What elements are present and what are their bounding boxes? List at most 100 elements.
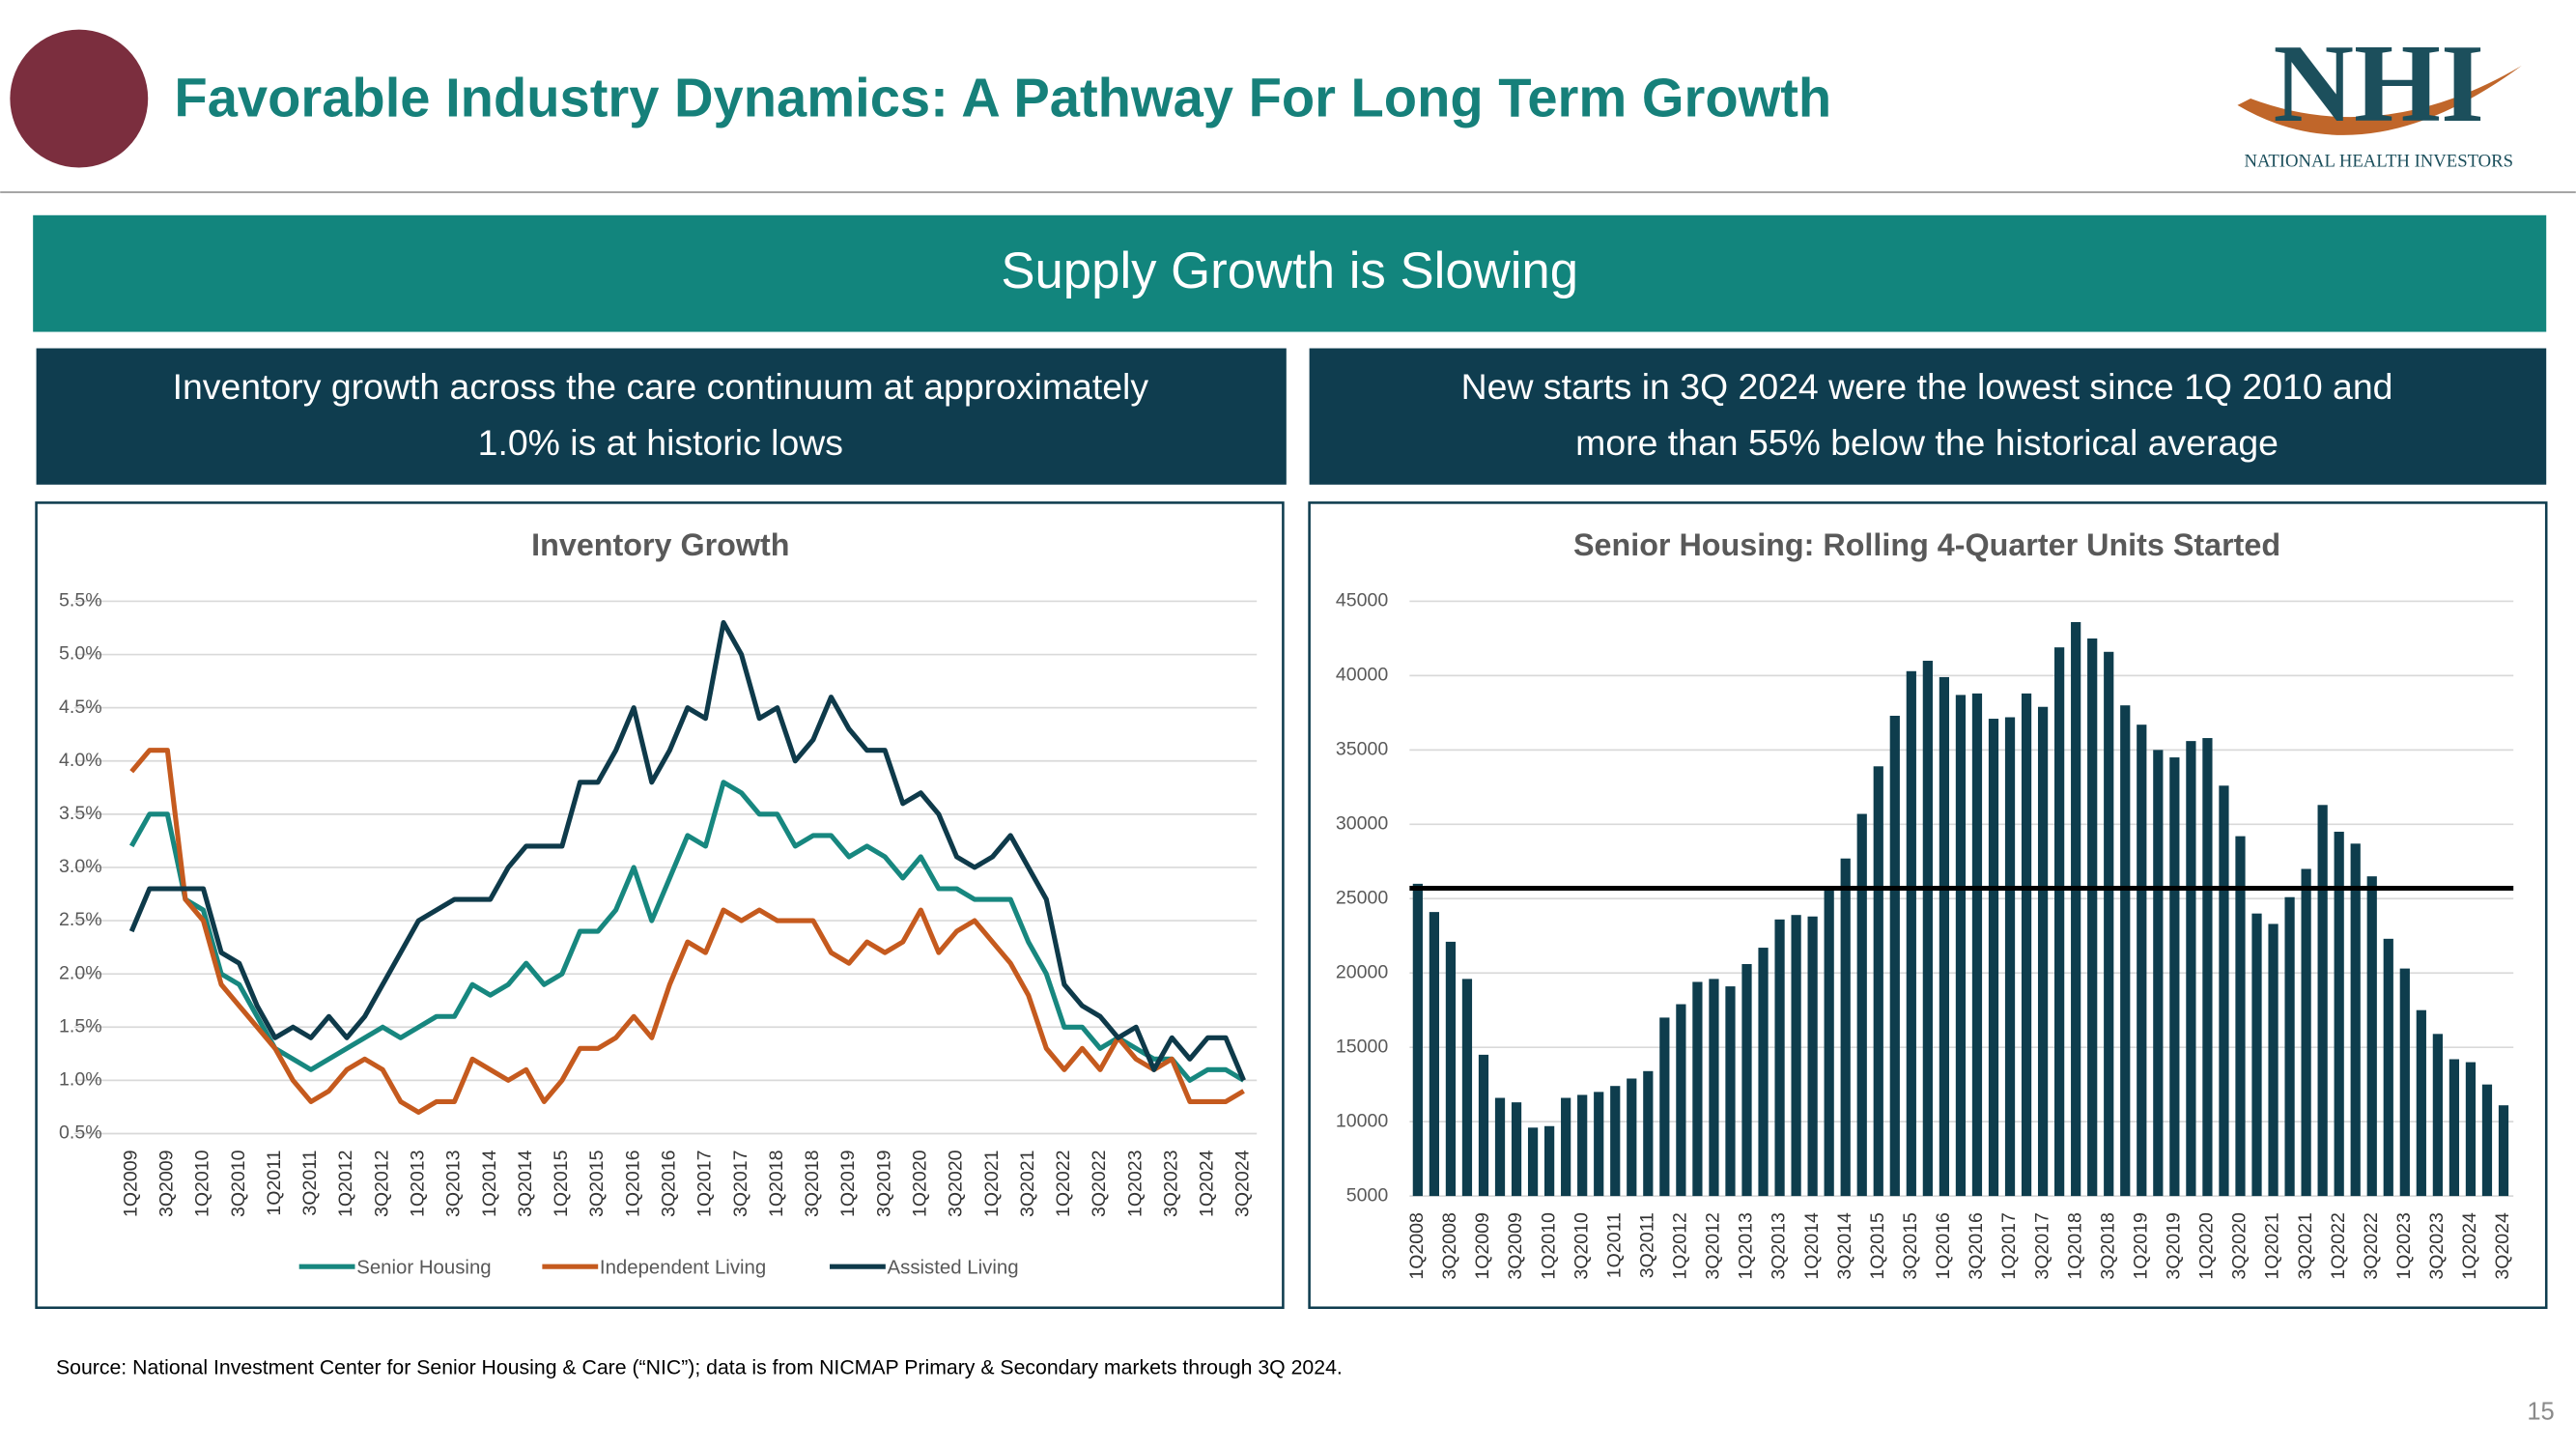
x-tick-label: 3Q2016 [659, 1150, 680, 1217]
page-title: Favorable Industry Dynamics: A Pathway F… [174, 67, 1831, 128]
x-tick-label: 1Q2023 [2393, 1212, 2415, 1280]
bar [2334, 832, 2344, 1197]
x-tick-label: 1Q2015 [551, 1150, 572, 1217]
x-tick-label: 1Q2008 [1406, 1212, 1428, 1280]
x-tick-label: 3Q2019 [873, 1150, 894, 1217]
x-tick-label: 1Q2021 [2262, 1212, 2283, 1280]
bar [2301, 868, 2311, 1197]
y-tick-label: 40000 [1336, 665, 1388, 686]
x-tick-label: 1Q2019 [2130, 1212, 2151, 1280]
x-tick-label: 3Q2012 [1703, 1212, 1724, 1280]
x-tick-label: 3Q2010 [228, 1150, 249, 1217]
bar [2350, 843, 2361, 1197]
chart-frame [35, 501, 1285, 1310]
legend-label: Assisted Living [888, 1257, 1019, 1278]
bar [2465, 1062, 2477, 1197]
logo-mark: NHI [2274, 22, 2484, 146]
bar [1988, 719, 1999, 1197]
bar [2399, 968, 2410, 1197]
x-tick-label: 3Q2020 [946, 1150, 967, 1217]
x-tick-label: 3Q2015 [586, 1150, 608, 1217]
x-tick-label: 1Q2013 [408, 1150, 429, 1217]
bar [1692, 981, 1703, 1197]
bar [1807, 916, 1818, 1197]
y-tick-label: 1.5% [59, 1015, 102, 1037]
bar [2169, 757, 2180, 1197]
bar [1594, 1092, 1604, 1197]
bar [1774, 919, 1785, 1197]
x-tick-label: 1Q2011 [1603, 1212, 1625, 1278]
x-tick-label: 1Q2009 [1472, 1212, 1493, 1280]
panel-heading-text: Inventory growth across the care continu… [173, 366, 1149, 407]
x-tick-label: 1Q2023 [1124, 1150, 1146, 1217]
x-tick-label: 1Q2024 [1197, 1150, 1218, 1217]
chart-frame [1308, 501, 2548, 1310]
bar [1527, 1127, 1539, 1197]
bar [1577, 1094, 1588, 1197]
y-tick-label: 2.5% [59, 909, 102, 930]
bar [1824, 890, 1834, 1197]
x-tick-label: 3Q2023 [1160, 1150, 1181, 1217]
bar [2449, 1059, 2460, 1197]
bar [2104, 651, 2114, 1197]
x-tick-label: 1Q2016 [1933, 1212, 1954, 1280]
bar [1922, 661, 1933, 1197]
bar [2268, 923, 2279, 1197]
x-tick-label: 1Q2009 [120, 1150, 141, 1217]
x-tick-label: 3Q2021 [1017, 1150, 1038, 1217]
x-tick-label: 3Q2011 [299, 1150, 321, 1215]
x-tick-label: 1Q2011 [264, 1150, 285, 1215]
x-tick-label: 1Q2021 [981, 1150, 1003, 1217]
x-tick-label: 3Q2014 [1834, 1212, 1855, 1280]
y-tick-label: 15000 [1336, 1036, 1388, 1057]
bar [1709, 979, 1719, 1197]
bar [1544, 1125, 1555, 1197]
bar [1725, 986, 1736, 1197]
bar [1643, 1070, 1654, 1197]
banner [33, 214, 2547, 332]
panel-heading-text: 1.0% is at historic lows [478, 422, 843, 463]
x-tick-label: 1Q2017 [694, 1150, 716, 1217]
bar [1873, 766, 1883, 1197]
x-tick-label: 1Q2017 [1998, 1212, 2020, 1280]
legend-label: Senior Housing [356, 1257, 491, 1278]
x-tick-label: 3Q2008 [1439, 1212, 1460, 1280]
x-tick-label: 1Q2020 [909, 1150, 930, 1217]
x-tick-label: 1Q2010 [1538, 1212, 1559, 1280]
title-badge [10, 29, 149, 168]
x-tick-label: 1Q2015 [1867, 1212, 1888, 1280]
y-tick-label: 1.0% [59, 1069, 102, 1091]
x-tick-label: 3Q2023 [2426, 1212, 2448, 1280]
bar [1758, 948, 1769, 1197]
bar [2498, 1105, 2509, 1197]
x-tick-label: 1Q2018 [2064, 1212, 2085, 1280]
y-tick-label: 5.5% [59, 590, 102, 611]
y-tick-label: 3.5% [59, 803, 102, 824]
x-tick-label: 3Q2014 [515, 1150, 536, 1217]
y-tick-label: 2.0% [59, 962, 102, 983]
x-tick-label: 1Q2012 [335, 1150, 356, 1217]
bar [2235, 836, 2246, 1197]
bar [1445, 941, 1457, 1197]
bar [2202, 738, 2213, 1197]
x-tick-label: 3Q2024 [2492, 1212, 2513, 1280]
panel-heading [36, 348, 1287, 485]
x-tick-label: 1Q2014 [1801, 1212, 1823, 1280]
y-tick-label: 3.0% [59, 856, 102, 877]
bar [1610, 1086, 1621, 1197]
bar [2284, 896, 2295, 1197]
y-tick-label: 35000 [1336, 739, 1388, 760]
bar [1494, 1097, 1506, 1197]
bar [2416, 1009, 2426, 1197]
y-tick-label: 25000 [1336, 887, 1388, 908]
x-tick-label: 1Q2010 [192, 1150, 213, 1217]
y-tick-label: 5.0% [59, 643, 102, 665]
x-tick-label: 3Q2017 [730, 1150, 751, 1217]
x-tick-label: 3Q2016 [1966, 1212, 1987, 1280]
bar [1461, 979, 1473, 1197]
y-tick-label: 4.5% [59, 696, 102, 718]
chart-title: Inventory Growth [531, 527, 789, 562]
bar [1429, 912, 1439, 1197]
bar [2366, 876, 2377, 1197]
